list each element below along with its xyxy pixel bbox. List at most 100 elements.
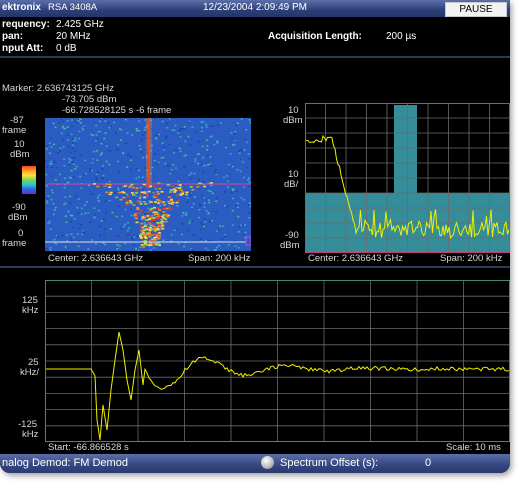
spectrogram-pixel <box>143 167 146 169</box>
spectrogram-burst-pixel <box>156 202 160 204</box>
spectrogram-pixel <box>49 163 51 165</box>
spectrogram-pixel <box>127 154 129 156</box>
spectrogram-pixel <box>103 218 106 221</box>
spectrogram-pixel <box>46 218 49 221</box>
spectrogram-pixel <box>95 173 98 176</box>
spectrogram-pixel <box>46 185 48 187</box>
spectrogram-burst-pixel <box>135 212 139 215</box>
spectrogram-pixel <box>179 150 182 153</box>
spectrogram-pixel <box>58 121 60 124</box>
spectrum-plot[interactable] <box>304 103 510 253</box>
spectrogram-pixel <box>99 130 101 133</box>
spectrogram-pixel <box>117 187 120 189</box>
spectrogram-pixel <box>249 242 252 244</box>
spectrogram-pixel <box>146 192 148 195</box>
spectrogram-pixel <box>91 193 94 195</box>
spectrogram-pixel <box>209 163 212 165</box>
fm-demod-plot[interactable] <box>45 280 510 442</box>
spectrogram-pixel <box>52 122 55 125</box>
spectrogram-pixel <box>105 145 108 147</box>
spectrogram-pixel <box>191 126 194 128</box>
spectrogram-burst-pixel <box>132 193 135 196</box>
spectrogram-burst-pixel <box>144 203 148 205</box>
spectrogram-pixel <box>161 142 164 144</box>
spectrogram-burst-pixel <box>164 220 167 223</box>
spectrogram-burst-pixel <box>139 229 143 231</box>
spectrum-offset-value[interactable]: 0 <box>425 457 432 469</box>
spectrogram-burst-pixel <box>143 196 147 199</box>
spectrogram-pixel <box>96 171 99 173</box>
spectrogram-pixel <box>101 168 104 170</box>
spectrogram-burst-pixel <box>162 217 166 219</box>
spectrogram-burst-pixel <box>154 236 158 238</box>
spectrogram-pixel <box>190 177 193 180</box>
spectrogram-pixel <box>68 176 71 179</box>
spectrogram-burst-pixel <box>118 191 122 194</box>
spectrogram-burst-pixel <box>148 222 152 224</box>
spectrogram-pixel <box>54 206 57 209</box>
spectrogram-pixel <box>143 223 146 226</box>
spectrogram-pixel <box>143 213 146 216</box>
spectrogram-burst-pixel <box>143 235 147 238</box>
spectrogram-pixel <box>82 231 85 233</box>
spectrogram-burst-pixel <box>115 196 119 199</box>
fm-scale-label: Scale: 10 ms <box>446 442 501 453</box>
spectrogram-pixel <box>236 202 239 205</box>
spectrogram-pixel <box>182 212 185 215</box>
spectrogram-burst-pixel <box>135 221 139 224</box>
spectrogram-pixel <box>61 234 64 237</box>
spectrogram-burst-pixel <box>147 232 151 234</box>
pause-button[interactable]: PAUSE <box>445 2 507 17</box>
spectrogram-pixel <box>215 200 218 202</box>
spectrogram-pixel <box>233 240 236 243</box>
spectrogram-pixel <box>207 212 210 214</box>
spectrogram-pixel <box>64 202 67 205</box>
spectrogram-y-top-unit: frame <box>2 125 27 136</box>
spectrogram-burst-pixel <box>176 194 180 197</box>
spectrogram-y-bottom: 0 <box>18 228 24 239</box>
spectrogram-pixel <box>99 235 102 237</box>
spectrogram-pixel <box>69 237 72 240</box>
spectrogram-burst-pixel <box>143 190 147 193</box>
spectrogram-pixel <box>221 238 224 241</box>
status-bar: nalog Demod: FM Demod Spectrum Offset (s… <box>0 454 510 473</box>
spectrogram-burst-pixel <box>156 213 160 215</box>
spectrogram-burst-pixel <box>143 225 147 227</box>
spectrogram-pixel <box>92 134 94 137</box>
spectrogram-pixel <box>116 148 119 151</box>
spectrogram-pixel <box>157 161 160 164</box>
spectrogram-pixel <box>77 137 80 140</box>
spectrogram-pixel <box>249 230 252 233</box>
spectrogram-burst-pixel <box>146 215 150 217</box>
spectrogram-pixel <box>214 249 217 251</box>
spectrogram-pixel <box>188 222 191 224</box>
spectrogram-pixel <box>143 129 146 131</box>
spectrogram-burst-pixel <box>161 215 165 218</box>
spectrogram-burst-pixel <box>156 198 160 201</box>
spectrogram-pixel <box>239 170 242 173</box>
spectrogram-pixel <box>188 121 191 124</box>
spectrogram-burst-pixel <box>135 192 138 194</box>
spectrogram-pixel <box>212 125 215 128</box>
spectrogram-burst-pixel <box>146 233 149 236</box>
spectrogram-pixel <box>67 157 70 160</box>
spectrogram-pixel <box>132 235 135 237</box>
spectrogram-pixel <box>169 171 172 173</box>
fm-demod-graphic <box>45 280 510 442</box>
spectrogram-pixel <box>213 171 216 173</box>
knob-icon[interactable] <box>261 456 274 469</box>
spectrogram-burst-pixel <box>175 186 179 189</box>
spectrogram-burst-pixel <box>92 183 96 185</box>
spectrogram-pixel <box>248 177 250 179</box>
spectrogram-pixel <box>102 174 105 177</box>
spectrogram-pixel <box>198 188 201 190</box>
spectrogram-pixel <box>135 129 138 132</box>
spectrogram-burst-pixel <box>129 202 133 204</box>
spectrogram-pixel <box>202 223 205 226</box>
spectrogram-burst-pixel <box>164 218 168 220</box>
spectrogram-plot[interactable] <box>45 118 253 252</box>
spectrogram-burst-pixel <box>142 201 146 203</box>
spectrogram-pixel <box>185 212 188 214</box>
spectrogram-pixel <box>69 159 72 161</box>
spectrogram-pixel <box>108 180 111 183</box>
